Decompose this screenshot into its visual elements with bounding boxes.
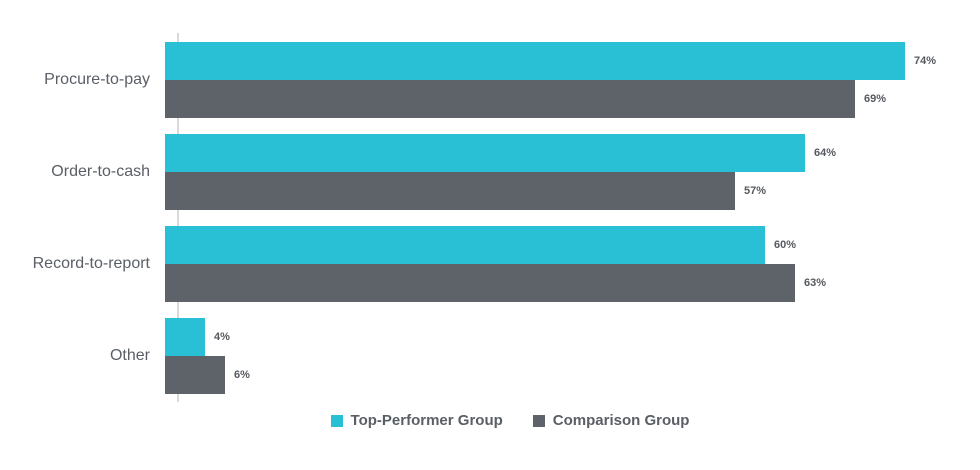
value-label: 64% (814, 147, 837, 159)
bar-comparison-group (165, 172, 735, 210)
legend-label: Top-Performer Group (350, 412, 503, 429)
bars-stack: 74% 69% (165, 42, 936, 118)
bar-top-performer-group (165, 226, 765, 264)
bar-row: 6% (165, 356, 250, 394)
bars-stack: 4% 6% (165, 318, 250, 394)
bar-group: Record-to-report 60% 63% (0, 226, 980, 302)
bar-row: 69% (165, 80, 936, 118)
value-label: 69% (864, 93, 887, 105)
value-label: 6% (234, 369, 250, 381)
bar-comparison-group (165, 264, 795, 302)
bars-stack: 60% 63% (165, 226, 826, 302)
bar-top-performer-group (165, 318, 205, 356)
value-label: 4% (214, 331, 230, 343)
value-label: 60% (774, 239, 797, 251)
category-label: Other (109, 347, 150, 365)
bar-row: 64% (165, 134, 836, 172)
y-axis-line (177, 33, 179, 402)
bar-group: Other 4% 6% (0, 318, 980, 394)
bars-stack: 64% 57% (165, 134, 836, 210)
legend-label: Comparison Group (552, 412, 690, 429)
bar-comparison-group (165, 356, 225, 394)
bar-row: 74% (165, 42, 936, 80)
bar-row: 63% (165, 264, 826, 302)
bar-row: 60% (165, 226, 826, 264)
bar-top-performer-group (165, 134, 805, 172)
legend-swatch-icon (532, 414, 545, 427)
plot-area: Procure-to-pay 74% 69% Order-to-cash 64% 57% R… (0, 42, 980, 394)
bar-group: Procure-to-pay 74% 69% (0, 42, 980, 118)
value-label: 63% (804, 277, 827, 289)
bar-group: Order-to-cash 64% 57% (0, 134, 980, 210)
category-label: Order-to-cash (51, 163, 150, 181)
bar-row: 57% (165, 172, 836, 210)
bar-top-performer-group (165, 42, 905, 80)
bar-comparison-group (165, 80, 855, 118)
legend-item-comparison-group: Comparison Group (532, 412, 690, 429)
bar-row: 4% (165, 318, 250, 356)
legend: Top-Performer Group Comparison Group (20, 412, 980, 429)
category-label: Record-to-report (32, 255, 150, 273)
legend-item-top-performer-group: Top-Performer Group (330, 412, 503, 429)
value-label: 57% (744, 185, 767, 197)
legend-swatch-icon (330, 414, 343, 427)
category-label: Procure-to-pay (44, 71, 150, 89)
value-label: 74% (914, 55, 937, 67)
